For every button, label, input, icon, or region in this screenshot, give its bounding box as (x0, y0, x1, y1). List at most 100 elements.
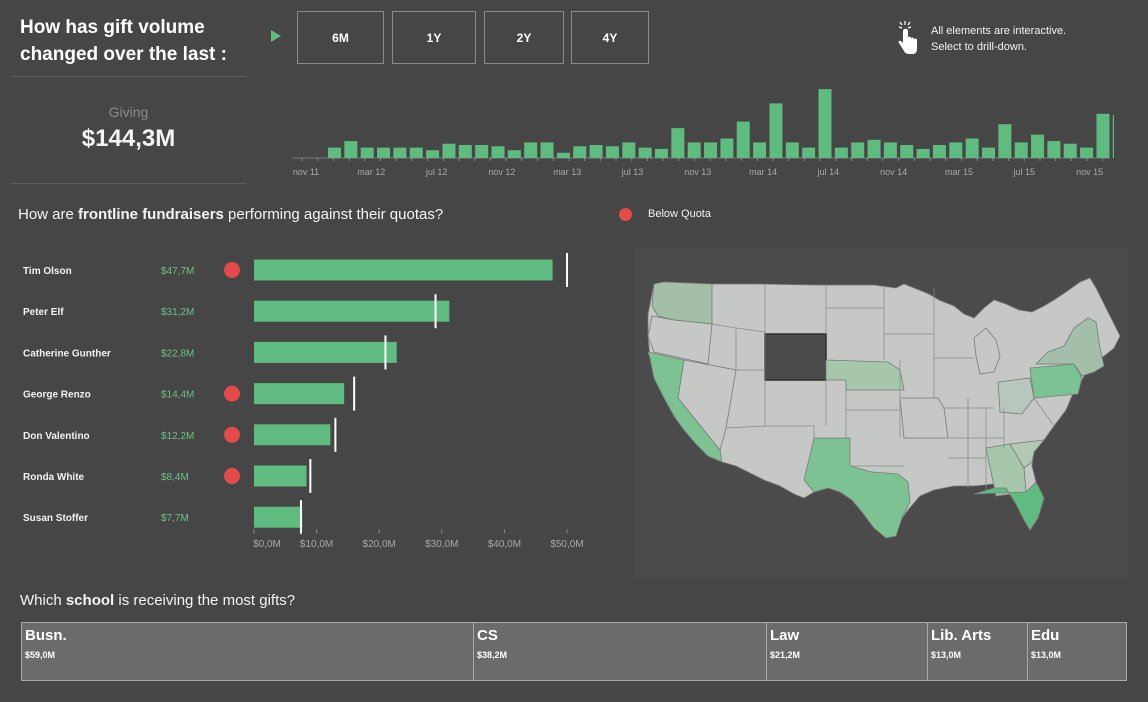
fundraiser-name[interactable]: Susan Stoffer (23, 513, 88, 524)
fundraiser-name[interactable]: Don Valentino (23, 431, 90, 442)
timeline-bar[interactable] (556, 152, 570, 158)
state-nevada[interactable] (677, 359, 737, 451)
fundraiser-bar[interactable] (254, 341, 397, 363)
fundraiser-name[interactable]: Ronda White (23, 472, 85, 483)
timeline-bar[interactable] (802, 147, 816, 158)
timeline-bar[interactable] (932, 145, 946, 158)
timeline-bar[interactable] (883, 142, 897, 158)
fundraiser-bar[interactable] (254, 506, 303, 528)
school-value: $21,2M (770, 650, 801, 660)
fundraiser-name[interactable]: Catherine Gunther (23, 348, 111, 359)
state-missouri[interactable] (899, 397, 949, 439)
timeline-bar[interactable] (360, 147, 374, 158)
timeline-bar[interactable] (540, 142, 554, 158)
timeline-bar[interactable] (507, 150, 521, 158)
fundraiser-name[interactable]: George Renzo (23, 390, 91, 401)
timeline-bar[interactable] (687, 142, 701, 158)
timeline-bar[interactable] (1080, 147, 1094, 158)
fundraiser-bar[interactable] (254, 300, 450, 322)
fund-axis-tick-label: $30,0M (425, 539, 458, 550)
range-1y-button[interactable]: 1Y (392, 11, 476, 64)
timeline-bar[interactable] (671, 128, 685, 158)
timeline-bar[interactable] (491, 146, 505, 158)
timeline-bar[interactable] (818, 89, 832, 158)
schools-treemap: Busn. $59,0M CS $38,2M Law $21,2M Lib. A… (21, 622, 1127, 681)
fundraisers-question: How are frontline fundraisers performing… (18, 206, 443, 223)
giving-kpi[interactable]: Giving $144,3M (11, 76, 246, 184)
fundraiser-bar[interactable] (254, 383, 345, 405)
fundraiser-value-label: $31,2M (161, 307, 194, 318)
state-nebraska[interactable] (825, 359, 905, 391)
state-pennsylvania[interactable] (1029, 363, 1083, 399)
timeline-bar[interactable] (328, 147, 341, 158)
school-tile-lib-arts[interactable]: Lib. Arts $13,0M (928, 623, 1028, 680)
school-name: Law (770, 627, 800, 644)
timeline-bar[interactable] (736, 121, 750, 158)
timeline-bar[interactable] (393, 147, 407, 158)
timeline-bar[interactable] (753, 142, 767, 158)
state-michigan[interactable] (973, 327, 1001, 375)
timeline-bar[interactable] (638, 147, 652, 158)
state-ohio[interactable] (997, 377, 1035, 415)
state-south-carolina[interactable] (1009, 439, 1045, 469)
timeline-tick-label: mar 15 (945, 167, 973, 177)
timeline-bar[interactable] (655, 148, 668, 158)
range-6m-button[interactable]: 6M (297, 11, 384, 64)
timeline-bar[interactable] (785, 142, 799, 158)
timeline-bar[interactable] (851, 142, 865, 158)
timeline-bar[interactable] (1063, 143, 1077, 158)
fundraiser-bar[interactable] (254, 259, 553, 281)
school-tile-cs[interactable]: CS $38,2M (474, 623, 767, 680)
timeline-bar[interactable] (573, 146, 587, 158)
timeline-bar[interactable] (916, 148, 930, 158)
timeline-bar[interactable] (458, 145, 472, 158)
school-tile-busn[interactable]: Busn. $59,0M (22, 623, 474, 680)
school-tile-law[interactable]: Law $21,2M (767, 623, 928, 680)
timeline-bar[interactable] (720, 138, 734, 159)
fund-axis-tick-label: $50,0M (550, 539, 583, 550)
state-new-york[interactable] (1035, 317, 1105, 377)
timeline-bar[interactable] (605, 146, 619, 158)
fundraiser-value-label: $12,2M (161, 431, 194, 442)
timeline-bar[interactable] (982, 147, 995, 158)
kpi-value: $144,3M (81, 125, 176, 152)
us-map (647, 277, 1121, 539)
timeline-bar[interactable] (900, 145, 914, 158)
range-2y-button[interactable]: 2Y (484, 11, 564, 64)
timeline-bar[interactable] (1047, 141, 1061, 158)
timeline-bar[interactable] (965, 138, 979, 159)
timeline-bar[interactable] (834, 147, 848, 158)
timeline-tick-label: nov 11 (293, 167, 319, 177)
timeline-bar[interactable] (524, 142, 538, 158)
timeline-bar[interactable] (1096, 113, 1110, 158)
state-oregon[interactable] (647, 315, 713, 365)
timeline-bar[interactable] (622, 142, 636, 158)
fundraiser-name[interactable]: Tim Olson (23, 266, 72, 277)
range-4y-button[interactable]: 4Y (571, 11, 649, 64)
timeline-bar[interactable] (426, 150, 440, 158)
timeline-bar[interactable] (442, 143, 456, 158)
timeline-bar[interactable] (949, 142, 963, 158)
timeline-bar[interactable] (475, 145, 489, 158)
timeline-bar[interactable] (377, 147, 391, 158)
fundraiser-name[interactable]: Peter Elf (23, 307, 64, 318)
below-quota-legend-label: Below Quota (648, 208, 711, 220)
timeline-bar[interactable] (998, 124, 1012, 158)
state-texas[interactable] (803, 437, 911, 539)
state-wyoming[interactable] (764, 333, 827, 381)
fundraisers-bar-chart: Tim Olson $47,7M Peter Elf $31,2M Catherine … (23, 253, 594, 550)
timeline-bar[interactable] (1112, 115, 1114, 158)
school-tile-edu[interactable]: Edu $13,0M (1028, 623, 1126, 680)
timeline-bar[interactable] (1031, 134, 1045, 158)
fundraiser-bar[interactable] (254, 424, 331, 446)
state-florida[interactable] (973, 481, 1045, 531)
timeline-bar[interactable] (409, 147, 423, 158)
timeline-bar[interactable] (867, 139, 881, 158)
timeline-bar[interactable] (1014, 142, 1028, 158)
timeline-bar[interactable] (704, 142, 718, 158)
fundraiser-bar[interactable] (254, 465, 307, 487)
kpi-label: Giving (108, 104, 149, 120)
timeline-bar[interactable] (769, 103, 783, 158)
timeline-bar[interactable] (344, 141, 358, 158)
timeline-bar[interactable] (589, 145, 603, 158)
